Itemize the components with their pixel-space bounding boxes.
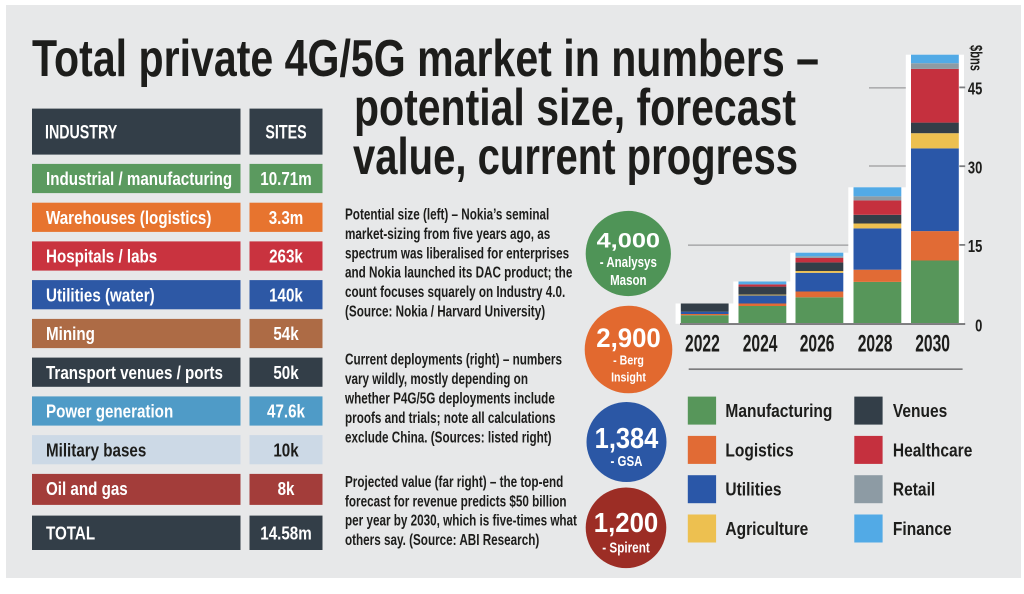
- svg-text:Mining: Mining: [46, 324, 95, 345]
- svg-text:and Nokia launched its DAC pro: and Nokia launched its DAC product; the: [345, 264, 573, 281]
- svg-text:Utilities: Utilities: [725, 479, 781, 500]
- svg-text:Oil and gas: Oil and gas: [46, 479, 128, 500]
- svg-text:Projected value (far right) –: Projected value (far right) – the top-en…: [345, 473, 563, 490]
- svg-text:Agriculture: Agriculture: [725, 519, 808, 540]
- svg-text:vary wildly, mostly depending: vary wildly, mostly depending on: [345, 371, 528, 388]
- svg-text:45: 45: [968, 80, 983, 100]
- svg-text:Hospitals / labs: Hospitals / labs: [46, 246, 157, 267]
- svg-text:potential size, forecast: potential size, forecast: [354, 79, 796, 137]
- svg-text:Potential size (left) – Nokia’: Potential size (left) – Nokia’s seminal: [345, 206, 549, 223]
- svg-text:2,900: 2,900: [596, 322, 661, 352]
- svg-text:Logistics: Logistics: [725, 440, 793, 461]
- svg-text:- Analysys: - Analysys: [600, 254, 657, 271]
- svg-text:Mason: Mason: [610, 272, 646, 289]
- svg-text:Manufacturing: Manufacturing: [725, 401, 832, 422]
- svg-text:140k: 140k: [269, 285, 303, 306]
- svg-text:- Spirent: - Spirent: [602, 540, 650, 556]
- svg-text:2030: 2030: [915, 332, 950, 358]
- svg-text:others say. (Source: ABI Resea: others say. (Source: ABI Research): [345, 532, 539, 549]
- svg-text:- Berg: - Berg: [613, 352, 644, 367]
- svg-text:47.6k: 47.6k: [267, 401, 305, 422]
- svg-text:spectrum was liberalised for e: spectrum was liberalised for enterprises: [345, 245, 569, 262]
- svg-text:per year by 2030, which is fiv: per year by 2030, which is five-times wh…: [345, 512, 577, 529]
- svg-text:2026: 2026: [800, 332, 835, 358]
- svg-text:3.3m: 3.3m: [269, 208, 304, 229]
- svg-text:0: 0: [975, 317, 982, 337]
- svg-text:2022: 2022: [685, 332, 720, 358]
- svg-text:10.71m: 10.71m: [260, 169, 311, 190]
- svg-text:SITES: SITES: [265, 122, 306, 143]
- svg-text:263k: 263k: [269, 246, 303, 267]
- svg-text:10k: 10k: [273, 440, 299, 461]
- svg-text:Transport venues / ports: Transport venues / ports: [46, 362, 223, 383]
- svg-text:2028: 2028: [858, 332, 893, 358]
- svg-text:50k: 50k: [273, 362, 299, 383]
- svg-text:whether P4G/5G deployments inc: whether P4G/5G deployments include: [344, 390, 555, 407]
- svg-text:54k: 54k: [273, 324, 299, 345]
- svg-text:market-sizing from five years: market-sizing from five years ago, as: [345, 225, 551, 242]
- svg-text:Current deployments (right) –: Current deployments (right) – numbers: [345, 351, 562, 368]
- svg-text:Insight: Insight: [611, 369, 646, 384]
- svg-text:count focuses squarely on Indu: count focuses squarely on Industry 4.0.: [345, 284, 565, 301]
- svg-text:forecast for revenue predicts: forecast for revenue predicts $50 billio…: [345, 493, 567, 510]
- svg-text:Military bases: Military bases: [46, 440, 146, 461]
- svg-text:14.58m: 14.58m: [260, 523, 311, 544]
- svg-text:Finance: Finance: [893, 519, 952, 540]
- svg-text:Venues: Venues: [893, 401, 947, 422]
- svg-text:Total private 4G/5G market in: Total private 4G/5G market in numbers –: [32, 30, 819, 88]
- svg-text:Utilities (water): Utilities (water): [46, 285, 155, 306]
- svg-text:Retail: Retail: [893, 479, 935, 500]
- svg-text:- GSA: - GSA: [611, 453, 643, 470]
- svg-text:15: 15: [968, 237, 983, 257]
- svg-text:proofs and trials; note all ca: proofs and trials; note all calculations: [345, 409, 556, 426]
- svg-text:$bns: $bns: [966, 45, 985, 71]
- svg-text:30: 30: [968, 159, 983, 179]
- svg-text:Healthcare: Healthcare: [893, 440, 972, 461]
- svg-text:8k: 8k: [278, 479, 295, 500]
- svg-text:TOTAL: TOTAL: [46, 523, 95, 544]
- svg-text:1,200: 1,200: [594, 507, 658, 538]
- svg-text:Power generation: Power generation: [46, 401, 173, 422]
- svg-text:4,000: 4,000: [597, 228, 660, 252]
- svg-text:2024: 2024: [743, 332, 778, 358]
- svg-text:(Source: Nokia / Harvard Unive: (Source: Nokia / Harvard University): [345, 303, 545, 320]
- svg-text:1,384: 1,384: [595, 422, 659, 455]
- svg-text:Warehouses (logistics): Warehouses (logistics): [46, 208, 211, 229]
- svg-text:Industrial / manufacturing: Industrial / manufacturing: [46, 169, 232, 190]
- svg-text:INDUSTRY: INDUSTRY: [45, 122, 117, 143]
- svg-text:exclude China. (Sources: liste: exclude China. (Sources: listed right): [345, 429, 552, 446]
- svg-text:value, current progress: value, current progress: [353, 128, 798, 186]
